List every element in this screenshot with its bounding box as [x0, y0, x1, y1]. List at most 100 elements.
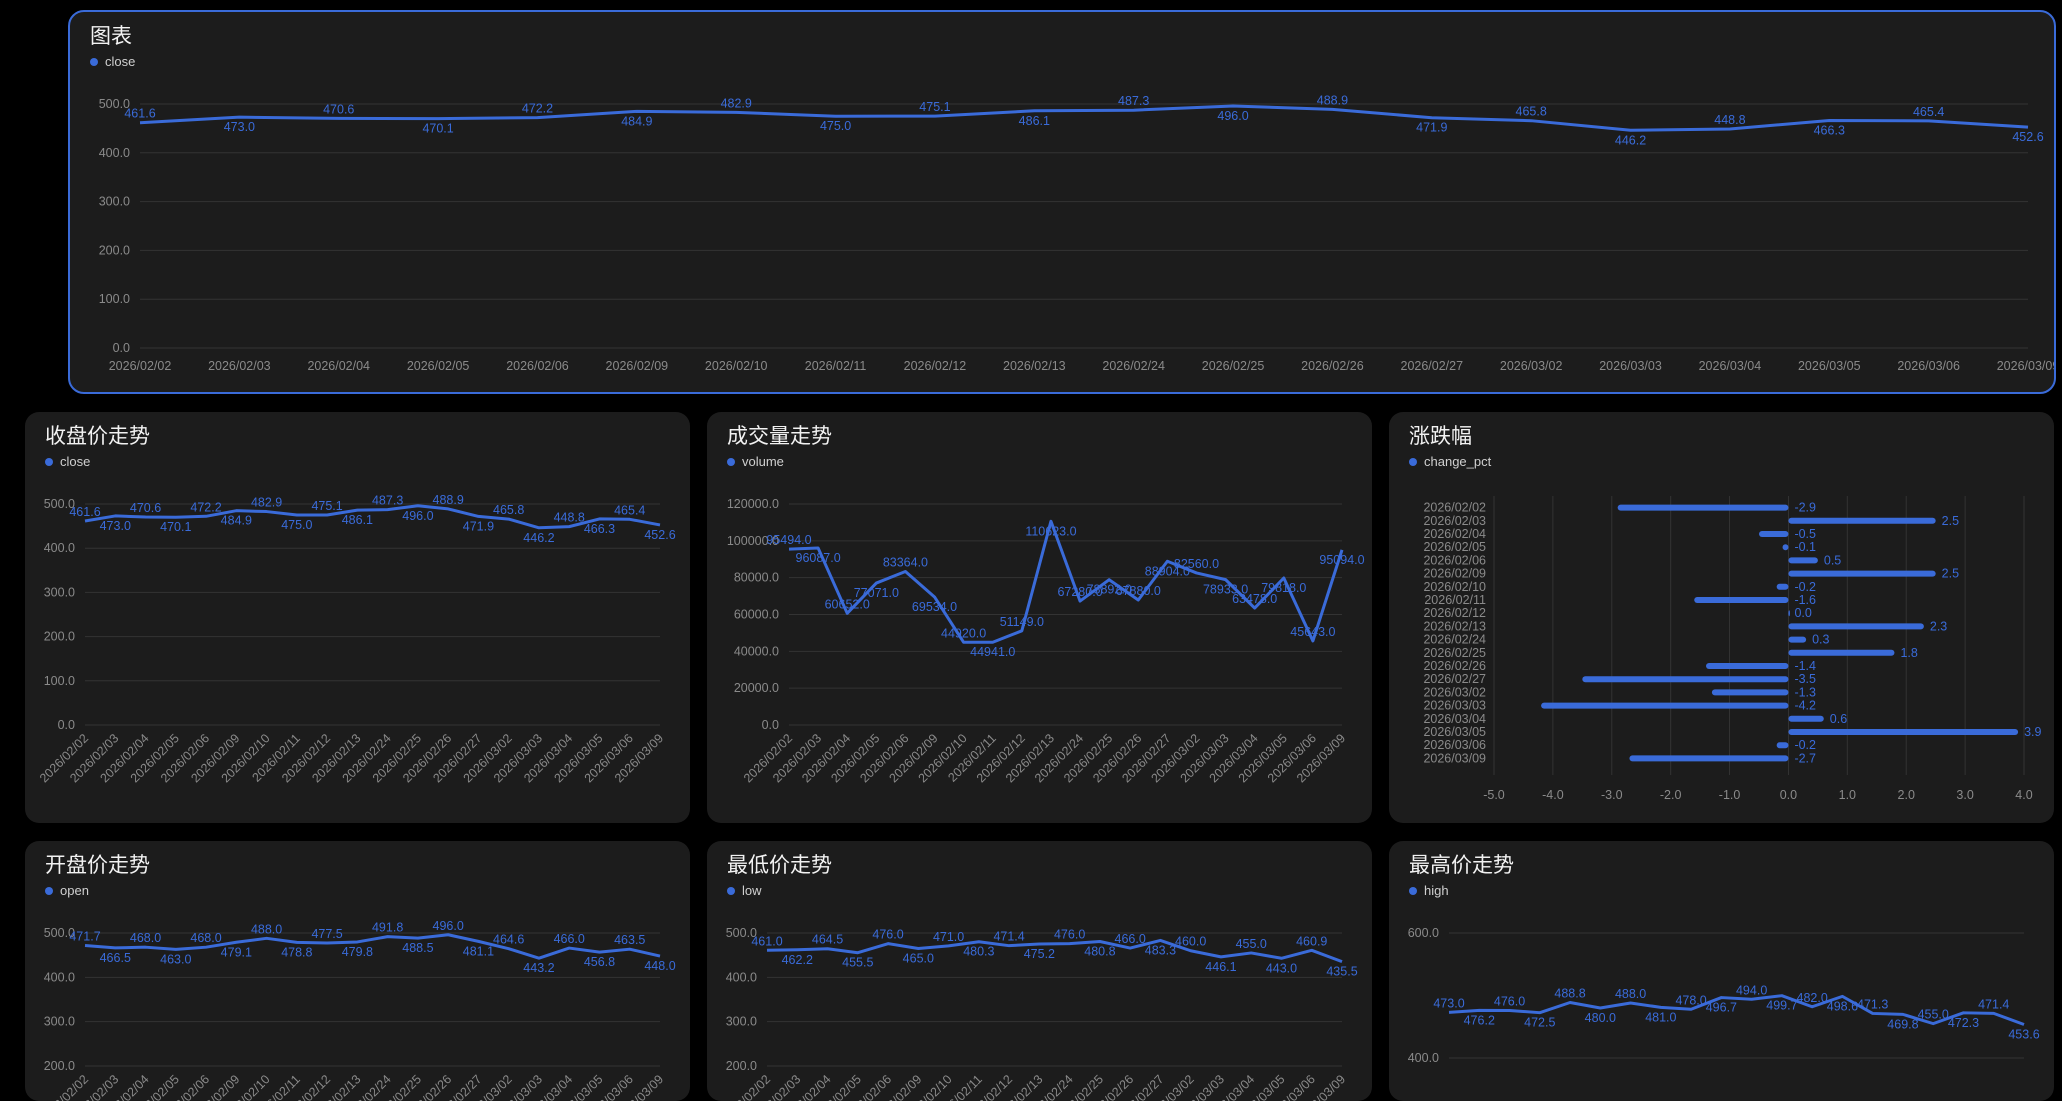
data-label: 455.0 — [1918, 1008, 1949, 1022]
bar — [1788, 636, 1807, 643]
data-label: 95494.0 — [766, 533, 811, 547]
data-label: -1.4 — [1794, 659, 1816, 673]
data-label: 472.3 — [1948, 1016, 1979, 1030]
legend-dot-icon — [1409, 457, 1417, 466]
legend[interactable]: close — [90, 54, 135, 69]
data-label: 480.3 — [963, 945, 994, 959]
data-label: 488.0 — [251, 922, 282, 936]
data-label: 499.7 — [1766, 999, 1797, 1013]
x-tick-label: 2026/02/12 — [904, 359, 967, 373]
legend[interactable]: volume — [727, 454, 784, 469]
y-tick-label: 200.0 — [44, 1059, 75, 1073]
data-label: 466.0 — [554, 932, 585, 946]
data-label: 487.3 — [372, 494, 403, 508]
low-chart-panel: 最低价走势 low 200.0 300.0 400.0 500.0 461.0 462.2… — [707, 841, 1372, 1101]
change-pct-bar-chart[interactable]: -5.0 -4.0 -3.0 -2.0 -1.0 0.0 1.0 2.0 3.0 4.0 2026/… — [1389, 412, 2054, 823]
data-label: 472.2 — [190, 500, 221, 514]
data-label: 460.0 — [1175, 935, 1206, 949]
data-label: 477.5 — [311, 927, 342, 941]
x-tick-label: -5.0 — [1483, 788, 1505, 802]
y-tick-label: 200.0 — [99, 243, 130, 257]
series-line — [1448, 994, 2025, 1026]
legend[interactable]: change_pct — [1409, 454, 1491, 469]
y-tick-label: 100000.0 — [727, 534, 779, 548]
y-tick-label: 2026/02/27 — [1423, 672, 1486, 686]
bar — [1788, 623, 1924, 630]
x-tick-label: 2026/02/05 — [407, 359, 470, 373]
data-label: 476.0 — [1054, 928, 1085, 942]
x-tick-label: -1.0 — [1719, 788, 1741, 802]
x-tick-label: 2026/03/09 — [1997, 359, 2056, 373]
y-tick-label: 2026/02/04 — [1423, 527, 1486, 541]
x-tick-label: 2026/02/27 — [1401, 359, 1464, 373]
data-label: 488.9 — [1317, 93, 1348, 107]
x-tick-label: 3.0 — [1956, 788, 1973, 802]
x-tick-label: 2026/02/02 — [109, 359, 172, 373]
data-label: -2.7 — [1794, 751, 1816, 765]
y-tick-label: 300.0 — [44, 1015, 75, 1029]
data-label: 452.6 — [644, 528, 675, 542]
data-label: 465.8 — [1516, 105, 1547, 119]
x-tick-label: 2.0 — [1898, 788, 1915, 802]
x-tick-label: 2026/02/24 — [1102, 359, 1165, 373]
data-label: 496.0 — [1217, 109, 1248, 123]
y-tick-label: 300.0 — [99, 195, 130, 209]
close-line-chart[interactable]: 0.0100.0200.0300.0400.0500.0461.6473.047… — [25, 412, 690, 823]
data-label: 67880.0 — [1116, 584, 1161, 598]
panel-title: 最低价走势 — [727, 854, 832, 877]
bar — [1788, 610, 1790, 617]
data-label: 88904.0 — [1145, 564, 1190, 578]
panel-title: 最高价走势 — [1409, 854, 1514, 877]
data-label: 63478.0 — [1232, 592, 1277, 606]
data-label: 468.0 — [130, 931, 161, 945]
y-tick-label: 100.0 — [44, 674, 75, 688]
bar — [1759, 531, 1789, 537]
y-tick-label: 2026/03/04 — [1423, 712, 1486, 726]
data-label: 488.0 — [1615, 987, 1646, 1001]
data-label: 83364.0 — [883, 555, 928, 569]
close-line-chart[interactable]: 0.0100.0200.0300.0400.0500.0461.6473.047… — [70, 12, 2056, 394]
legend-label: close — [60, 454, 91, 469]
y-tick-label: 60000.0 — [734, 608, 779, 622]
data-label: 2.3 — [1930, 619, 1947, 633]
legend[interactable]: high — [1409, 883, 1449, 898]
data-label: 473.0 — [100, 519, 131, 533]
bar — [1788, 517, 1936, 524]
legend[interactable]: low — [727, 883, 762, 898]
data-label: 446.2 — [523, 531, 554, 545]
y-tick-label: 2026/02/12 — [1423, 606, 1486, 620]
data-label: 446.2 — [1615, 133, 1646, 147]
legend[interactable]: close — [45, 454, 90, 469]
data-label: 448.8 — [554, 511, 585, 525]
data-label: 0.0 — [1794, 606, 1811, 620]
legend-dot-icon — [727, 457, 735, 466]
x-tick-label: 2026/03/02 — [1500, 359, 1563, 373]
y-tick-label: 80000.0 — [734, 571, 779, 585]
data-label: 470.6 — [323, 102, 354, 116]
y-tick-label: 2026/02/02 — [1423, 501, 1486, 515]
y-tick-label: 500.0 — [44, 497, 75, 511]
data-label: 448.0 — [644, 959, 675, 973]
data-label: 471.3 — [1857, 997, 1888, 1011]
x-tick-label: 2026/02/03 — [208, 359, 271, 373]
x-tick-label: 2026/02/25 — [1202, 359, 1265, 373]
bar — [1706, 663, 1789, 669]
x-tick-label: 2026/03/05 — [1798, 359, 1861, 373]
volume-line-chart[interactable]: 0.0 20000.0 40000.0 60000.0 80000.0 100000.0 1… — [707, 412, 1372, 823]
data-label: 446.1 — [1205, 960, 1236, 974]
legend-dot-icon — [45, 886, 53, 895]
bar — [1788, 729, 2019, 735]
data-label: 476.0 — [872, 928, 903, 942]
data-label: 464.5 — [812, 933, 843, 947]
data-label: -3.5 — [1794, 672, 1816, 686]
data-label: -0.1 — [1794, 540, 1816, 554]
legend[interactable]: open — [45, 883, 89, 898]
x-tick-label: 2026/02/02 — [37, 1072, 91, 1101]
data-label: 67280.0 — [1057, 585, 1102, 599]
data-label: 465.4 — [1913, 105, 1944, 119]
data-label: 60652.0 — [825, 597, 870, 611]
x-tick-label: 2026/02/02 — [719, 1072, 773, 1101]
